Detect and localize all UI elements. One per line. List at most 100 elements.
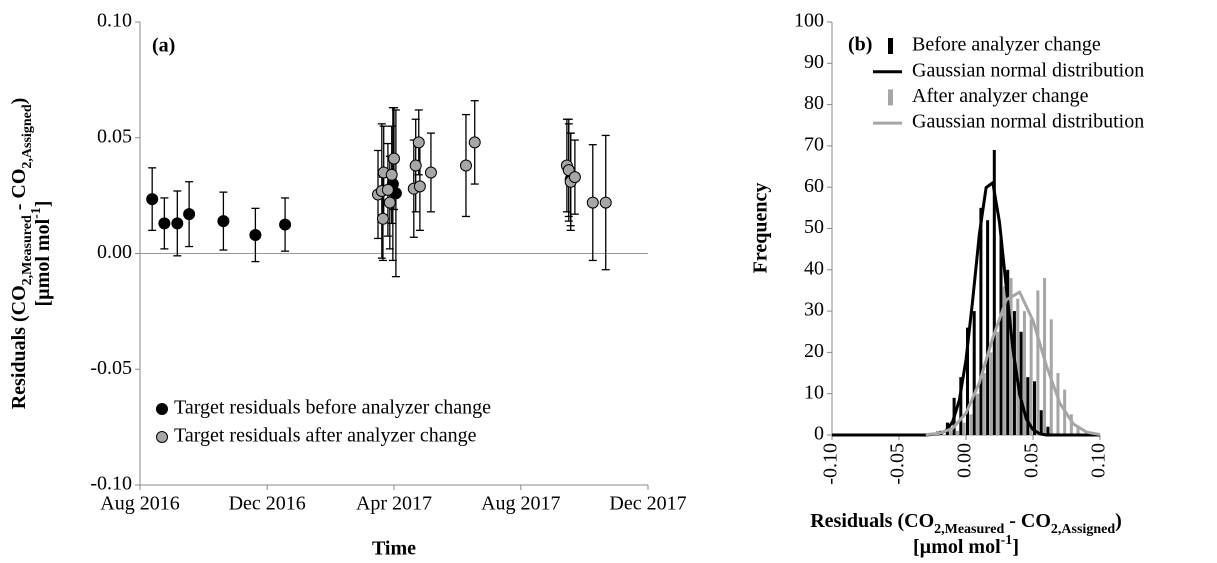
histogram-bar: [955, 430, 959, 435]
x-axis-unit: [µmol mol-1]: [913, 533, 1019, 558]
label-script: 2,Measured: [20, 215, 35, 285]
legend-label: Target residuals after analyzer change: [174, 425, 477, 447]
legend-label: Before analyzer change: [912, 34, 1101, 56]
annotation: (b): [848, 34, 872, 56]
histogram-bar: [1009, 278, 1013, 435]
point: [183, 208, 196, 221]
x-tick-label: Apr 2017: [356, 493, 432, 515]
point: [376, 212, 389, 225]
histogram-bar: [1002, 286, 1006, 435]
point: [409, 159, 422, 172]
histogram-bar: [1056, 373, 1060, 435]
histogram-bar: [989, 352, 993, 435]
histogram-bar: [959, 377, 963, 435]
point: [599, 196, 612, 209]
point: [412, 136, 425, 149]
point: [217, 215, 230, 228]
legend-marker: [156, 431, 168, 443]
y-tick-label: 90: [804, 51, 824, 73]
point: [568, 171, 581, 184]
histogram-bar: [1069, 414, 1073, 435]
legend-marker: [888, 38, 893, 54]
y-tick-label: -0.05: [90, 357, 132, 379]
label-script: 2,Assigned: [20, 104, 35, 168]
histogram-bar: [999, 236, 1003, 435]
annotation: (a): [152, 35, 175, 57]
histogram-bar: [1046, 426, 1050, 435]
y-tick-label: 60: [804, 175, 824, 197]
histogram-bar: [1022, 311, 1026, 435]
histogram-bar: [962, 422, 966, 435]
y-tick-label: 0.05: [97, 125, 132, 147]
label-part: Residuals (CO: [8, 285, 30, 409]
histogram-bar: [979, 207, 983, 435]
label-part: ]: [32, 201, 54, 208]
label-script: -1: [29, 207, 44, 219]
histogram-bar: [1036, 290, 1040, 435]
histogram-bar: [966, 327, 970, 435]
histogram-bar: [1016, 298, 1020, 435]
legend-marker: [156, 403, 168, 415]
point: [385, 168, 398, 181]
label-script: 2,Measured: [934, 522, 1004, 537]
point: [383, 196, 396, 209]
x-tick-label: Dec 2017: [609, 493, 686, 515]
x-tick-label: 0.05: [1021, 443, 1043, 478]
x-tick-label: 0.00: [954, 443, 976, 478]
x-tick-label: 0.10: [1088, 443, 1110, 478]
label-part: [µmol mol: [32, 218, 54, 306]
x-tick-label: Aug 2017: [481, 493, 560, 515]
point: [459, 159, 472, 172]
point: [279, 218, 292, 231]
point: [146, 193, 159, 206]
histogram-bar: [1033, 381, 1037, 435]
y-tick-label: 0.10: [97, 10, 132, 32]
x-tick-label: Dec 2016: [229, 493, 306, 515]
y-tick-label: 80: [804, 92, 824, 114]
legend-marker: [888, 89, 893, 106]
histogram-bar: [996, 331, 1000, 435]
y-tick-label: 100: [794, 10, 824, 32]
label-part: Residuals (CO: [810, 510, 934, 532]
x-axis-title: Residuals (CO2,Measured - CO2,Assigned): [810, 510, 1122, 537]
y-axis-unit: [µmol mol-1]: [29, 201, 54, 307]
point: [249, 228, 262, 241]
histogram-bar: [976, 393, 980, 435]
label-part: ]: [1012, 536, 1019, 558]
legend-label: Gaussian normal distribution: [912, 111, 1144, 133]
y-tick-label: 10: [804, 381, 824, 403]
y-tick-label: 70: [804, 133, 824, 155]
histogram-bar: [1019, 331, 1023, 435]
histogram-bar: [992, 150, 996, 435]
histogram-bar: [949, 430, 953, 435]
histogram-bar: [1006, 269, 1010, 435]
legend-label: Gaussian normal distribution: [912, 59, 1144, 81]
label-part: [µmol mol: [913, 536, 1001, 558]
point: [158, 217, 171, 230]
histogram-bar: [1039, 410, 1043, 435]
legend-label: After analyzer change: [912, 85, 1089, 107]
point: [468, 136, 481, 149]
histogram-bar: [1012, 311, 1016, 435]
label-part: - CO: [8, 169, 30, 216]
y-tick-label: 40: [804, 257, 824, 279]
y-tick-label: 30: [804, 299, 824, 321]
x-tick-label: -0.10: [820, 443, 842, 485]
point: [424, 166, 437, 179]
y-tick-label: 20: [804, 340, 824, 362]
histogram-bar: [1029, 319, 1033, 435]
y-axis-title: Frequency: [750, 183, 772, 274]
point: [388, 152, 400, 165]
histogram-bar: [969, 414, 973, 435]
histogram-bar: [1076, 426, 1080, 435]
histogram-bar: [1026, 377, 1030, 435]
y-axis-title: Residuals (CO2,Measured - CO2,Assigned): [8, 98, 35, 410]
point: [171, 217, 184, 230]
label-part: ): [8, 98, 30, 105]
label-script: 2,Assigned: [1051, 522, 1115, 537]
y-tick-label: 0.00: [97, 241, 132, 263]
histogram-bar: [982, 373, 986, 435]
x-axis-title: Time: [372, 538, 416, 560]
